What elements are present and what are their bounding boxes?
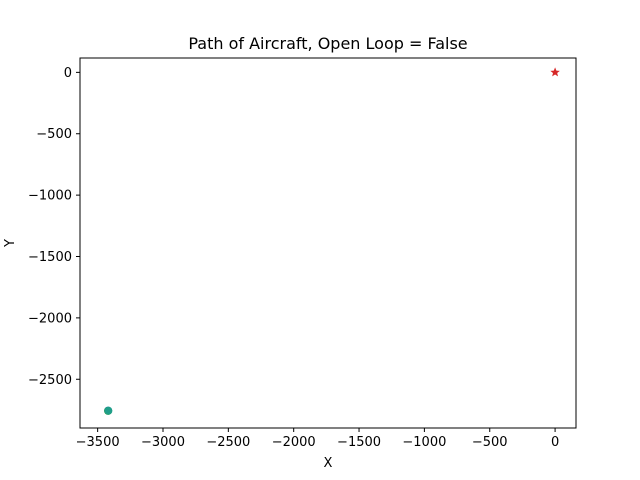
x-tick-label: −1000 — [402, 435, 446, 450]
data-layer — [104, 67, 560, 415]
plot-area — [80, 58, 576, 428]
plot-frame — [79, 57, 577, 429]
chart-title: Path of Aircraft, Open Loop = False — [188, 34, 467, 53]
x-axis-label: X — [324, 456, 333, 471]
y-tick-label: −2000 — [28, 311, 72, 326]
x-tick-label: −2000 — [272, 435, 316, 450]
x-tick-label: −3000 — [141, 435, 185, 450]
data-point-star — [550, 67, 560, 77]
x-tick-label: −1500 — [337, 435, 381, 450]
x-tick-label: −500 — [472, 435, 508, 450]
y-tick-label: 0 — [64, 66, 72, 81]
x-axis-ticks: −3500 −3000 −2500 −2000 −1500 −1000 −500 0 — [76, 428, 559, 450]
y-tick-label: −1000 — [28, 189, 72, 204]
x-tick-label: −3500 — [76, 435, 120, 450]
data-point — [104, 406, 113, 415]
y-axis-label: Y — [3, 239, 18, 248]
y-axis-ticks: 0 −500 −1000 −1500 −2000 −2500 — [28, 66, 80, 388]
y-tick-label: −2500 — [28, 373, 72, 388]
x-tick-label: −2500 — [206, 435, 250, 450]
y-tick-label: −1500 — [28, 250, 72, 265]
y-tick-label: −500 — [36, 127, 72, 142]
x-tick-label: 0 — [551, 435, 559, 450]
